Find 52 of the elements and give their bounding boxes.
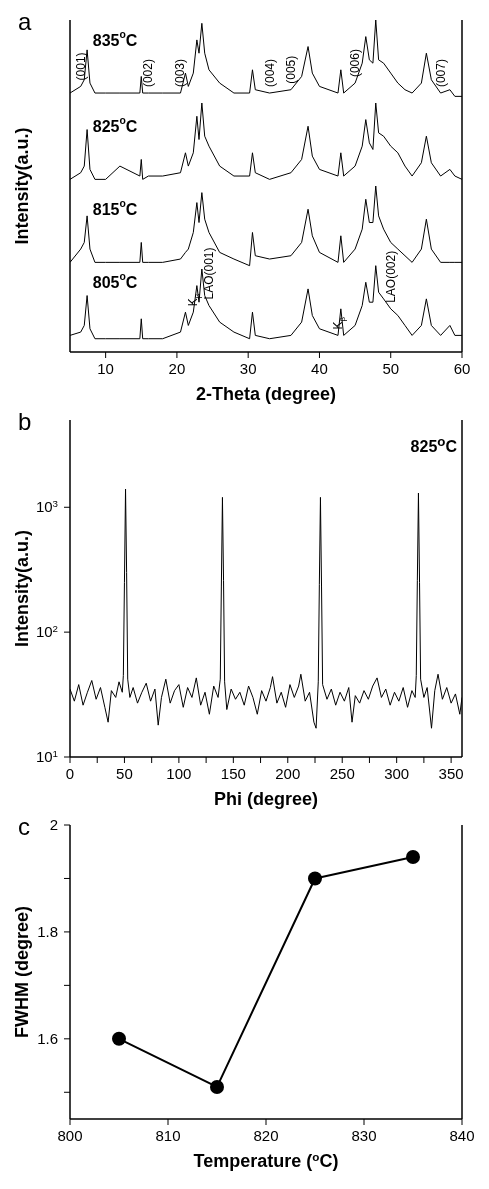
- annotation: (007): [433, 59, 448, 88]
- x-tick-label: 350: [438, 765, 464, 782]
- y-tick-label: 1.6: [37, 1029, 58, 1047]
- x-tick-label: 50: [382, 360, 400, 377]
- annotation: LAO(001): [201, 247, 216, 300]
- annotation: (006): [348, 49, 363, 78]
- point: [406, 850, 420, 865]
- series-label: 815$^{o}$C: [92, 198, 138, 218]
- y-axis-title: Intensity(a.u.): [12, 529, 32, 648]
- series-label: 835$^{o}$C: [92, 28, 138, 49]
- annotation: (005): [283, 55, 298, 84]
- x-tick-label: 20: [168, 360, 186, 377]
- x-tick-label: 800: [57, 1127, 83, 1144]
- y-tick-label: 10$^{2}$: [35, 622, 58, 641]
- x-tick-label: 840: [449, 1127, 475, 1144]
- x-tick-label: 820: [253, 1127, 279, 1144]
- x-tick-label: 100: [166, 765, 192, 782]
- x-axis-title: 2-Theta (degree): [195, 384, 337, 404]
- x-axis-title: Temperature ($^{o}$C): [193, 1149, 339, 1171]
- y-axis-title: Intensity(a.u.): [12, 127, 32, 245]
- annotation: (001): [73, 52, 88, 81]
- x-tick-label: 250: [329, 765, 355, 782]
- x-tick-label: 830: [351, 1127, 377, 1144]
- point: [210, 1079, 224, 1094]
- x-axis-title: Phi (degree): [213, 789, 319, 809]
- point: [308, 871, 322, 886]
- y-tick-label: 2: [49, 816, 58, 833]
- y-tick-label: 10$^{3}$: [35, 497, 58, 516]
- x-tick-label: 40: [311, 360, 328, 377]
- annotation: (004): [262, 59, 277, 88]
- y-tick-label: 1.8: [37, 922, 58, 940]
- x-tick-label: 50: [116, 765, 133, 782]
- x-tick-label: 810: [155, 1127, 181, 1144]
- y-axis-title: FWHM (degree): [12, 906, 32, 1038]
- annotation: 825$^{o}$C: [410, 434, 457, 457]
- y-tick-label: 10$^{1}$: [35, 747, 58, 765]
- chart-title: c: [18, 813, 30, 841]
- series-label: 805$^{o}$C: [92, 271, 138, 291]
- chart-title: b: [18, 408, 32, 436]
- x-tick-label: 0: [65, 765, 75, 782]
- x-tick-label: 10: [97, 360, 114, 377]
- point: [112, 1031, 126, 1046]
- annotation: (003): [173, 59, 188, 88]
- x-tick-label: 200: [275, 765, 301, 782]
- x-tick-label: 60: [453, 360, 471, 377]
- chart-title: a: [18, 8, 32, 36]
- series-label: 825$^{o}$C: [92, 115, 138, 135]
- annotation: (002): [141, 59, 156, 88]
- x-tick-label: 30: [239, 360, 257, 377]
- annotation: LAO(002): [383, 250, 398, 303]
- x-tick-label: 150: [220, 765, 246, 782]
- x-tick-label: 300: [384, 765, 410, 782]
